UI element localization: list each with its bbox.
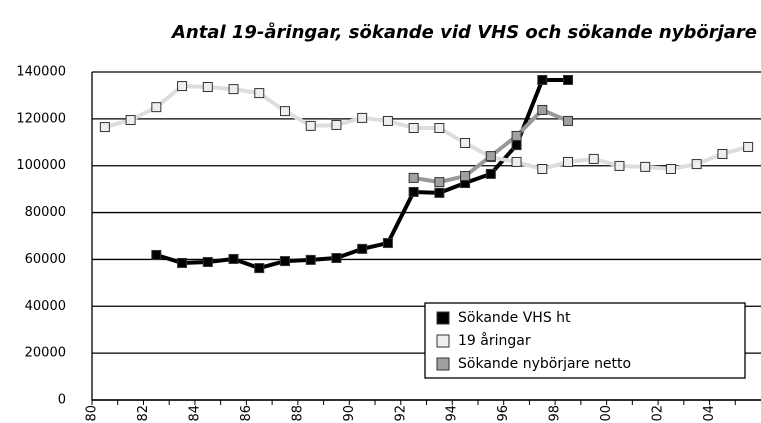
series-marker — [279, 106, 290, 117]
series-marker — [691, 159, 702, 170]
legend-box — [424, 302, 746, 379]
series-marker — [408, 122, 419, 133]
series-marker — [202, 257, 213, 268]
series-marker — [151, 249, 162, 260]
x-tick-label: 98 — [548, 405, 563, 422]
series-marker — [357, 243, 368, 254]
x-tick-label: 88 — [290, 405, 305, 422]
series-marker — [665, 163, 676, 174]
legend-label: Sökande nybörjare netto — [458, 356, 631, 372]
legend-swatch — [436, 357, 450, 371]
x-tick-label: 84 — [187, 405, 202, 422]
series-marker — [743, 141, 754, 152]
y-tick-label: 80000 — [25, 205, 66, 220]
series-marker — [511, 130, 522, 141]
series-marker — [434, 177, 445, 188]
series-marker — [563, 115, 574, 126]
x-tick-label: 94 — [445, 405, 460, 422]
series-marker — [511, 156, 522, 167]
legend-swatch — [436, 311, 450, 325]
series-marker — [408, 172, 419, 183]
series-marker — [177, 257, 188, 268]
series-marker — [717, 149, 728, 159]
y-tick-label: 60000 — [25, 252, 66, 267]
series-marker — [434, 187, 445, 198]
series-marker — [331, 119, 342, 130]
series-marker — [228, 84, 239, 95]
series-marker — [537, 163, 548, 174]
series-marker — [382, 115, 393, 126]
x-tick-label: 96 — [496, 405, 511, 422]
series-marker — [357, 112, 368, 123]
series-marker — [485, 168, 496, 179]
series-marker — [460, 137, 471, 148]
series-marker — [305, 120, 316, 131]
x-tick-label: 02 — [651, 405, 666, 422]
series-line — [155, 77, 569, 271]
series-marker — [151, 102, 162, 113]
series-line — [104, 84, 749, 171]
x-tick-label: 90 — [342, 405, 357, 422]
series-marker — [99, 122, 110, 133]
series-marker — [537, 104, 548, 115]
series-marker — [228, 253, 239, 264]
series-marker — [485, 151, 496, 162]
legend-swatch — [436, 334, 450, 348]
series-marker — [382, 238, 393, 249]
y-tick-label: 120000 — [16, 111, 66, 126]
series-marker — [563, 156, 574, 167]
chart-title: Antal 19-åringar, sökande vid VHS och sö… — [170, 22, 757, 43]
series-marker — [563, 74, 574, 85]
series-marker — [279, 256, 290, 267]
x-tick-label: 86 — [239, 405, 254, 422]
series-marker — [511, 140, 522, 151]
legend-label: Sökande VHS ht — [458, 310, 571, 326]
y-tick-label: 100000 — [16, 158, 66, 173]
series-marker — [614, 160, 625, 171]
series-marker — [537, 74, 548, 85]
series-marker — [125, 115, 136, 126]
x-tick-label: 80 — [85, 405, 100, 422]
legend: Sökande VHS ht 19 åringar Sökande nybörjar… — [424, 302, 746, 379]
series-marker — [177, 81, 188, 92]
y-tick-label: 20000 — [25, 346, 66, 361]
series-marker — [434, 122, 445, 133]
series-marker — [460, 171, 471, 182]
series-marker — [254, 263, 265, 274]
y-tick-label: 0 — [58, 393, 66, 408]
x-tick-label: 00 — [599, 405, 614, 422]
x-tick-label: 04 — [702, 405, 717, 422]
legend-label: 19 åringar — [458, 332, 531, 349]
series-marker — [202, 81, 213, 92]
series-marker — [588, 153, 599, 164]
series-marker — [305, 254, 316, 265]
y-tick-label: 40000 — [25, 299, 66, 314]
y-tick-label: 140000 — [16, 65, 66, 80]
series-marker — [408, 186, 419, 197]
x-tick-label: 82 — [136, 405, 151, 422]
series-marker — [640, 161, 651, 172]
series-marker — [331, 253, 342, 264]
series-marker — [254, 88, 265, 99]
x-tick-label: 92 — [393, 405, 408, 422]
